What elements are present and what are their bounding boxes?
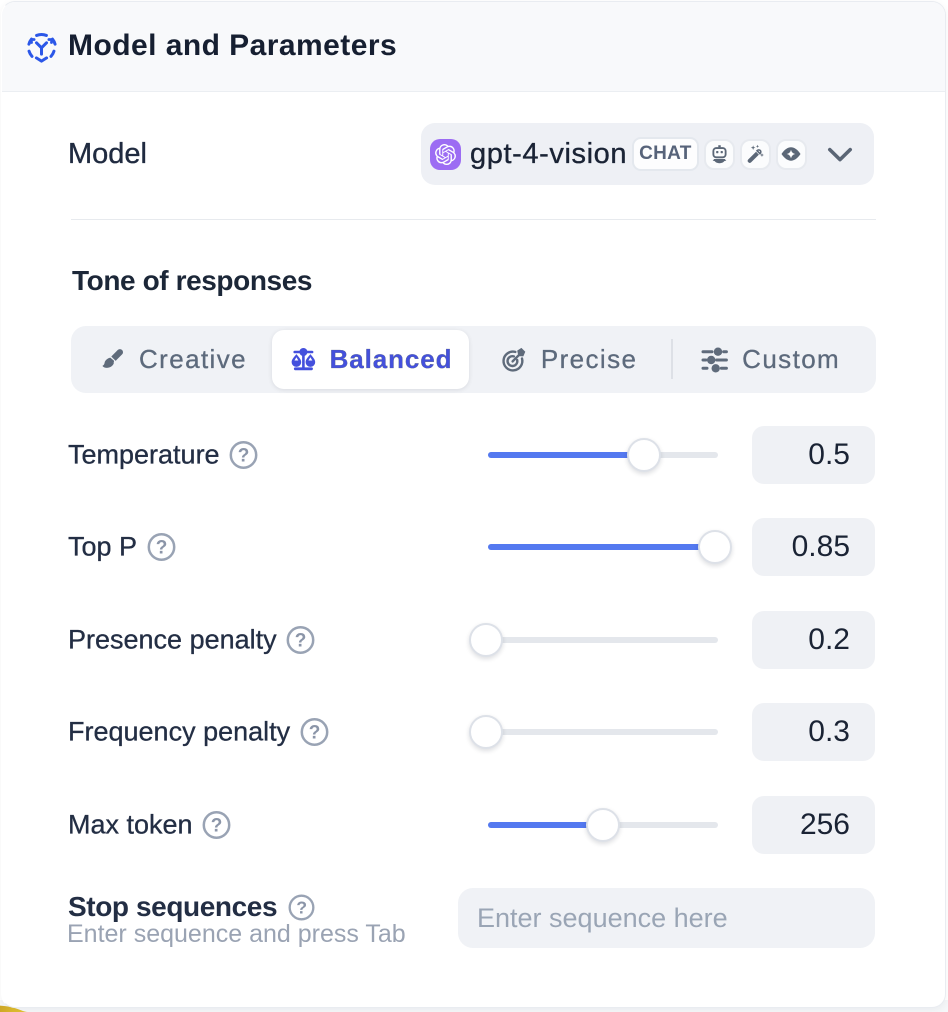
svg-text:?: ? [155, 538, 167, 559]
svg-text:?: ? [296, 897, 306, 917]
svg-text:?: ? [211, 816, 223, 837]
svg-text:?: ? [295, 631, 307, 652]
svg-text:?: ? [308, 723, 320, 744]
svg-text:?: ? [238, 446, 250, 467]
